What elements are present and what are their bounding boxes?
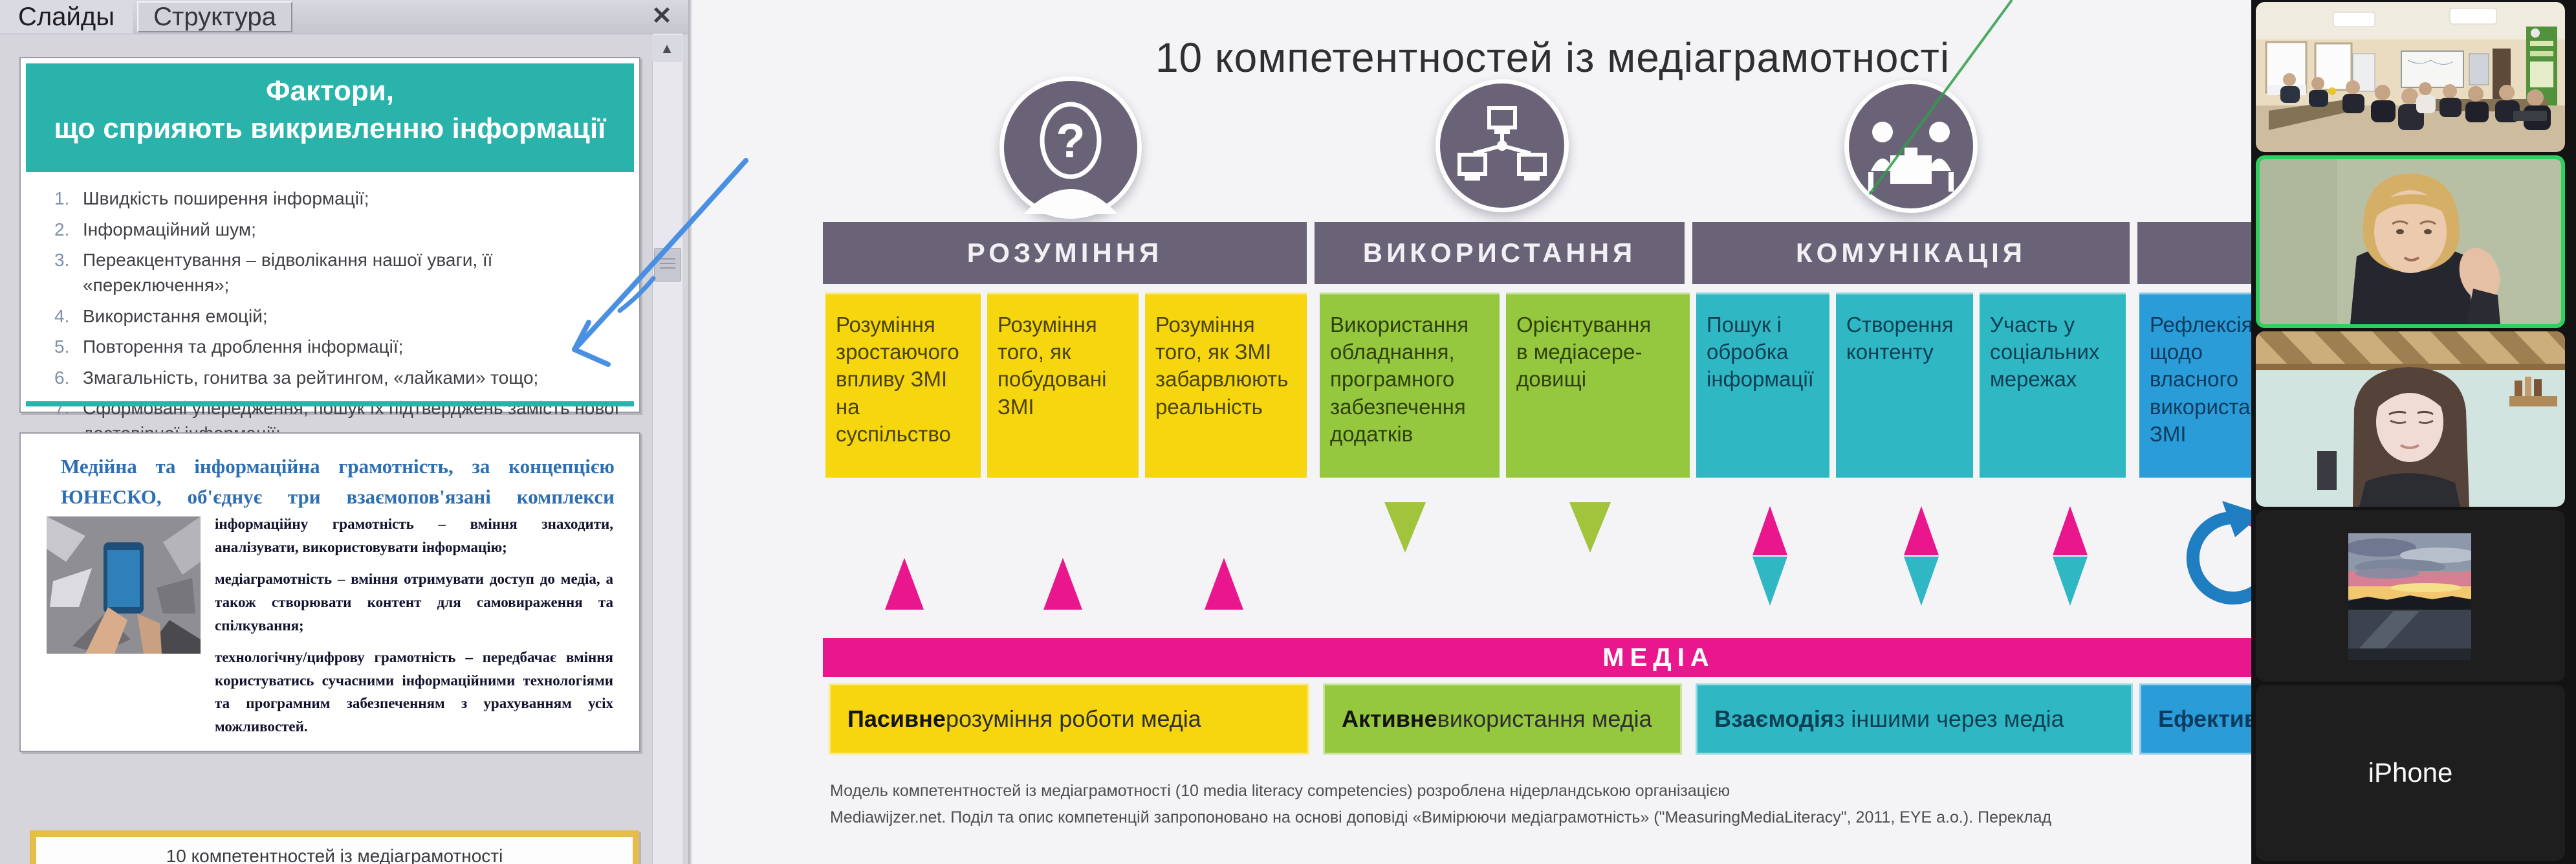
- competency-cell: Використання обладнання, програмного заб…: [1320, 293, 1500, 478]
- competency-cell: Розуміння того, як побудовані ЗМІ: [987, 293, 1139, 478]
- column-header-strategy: С: [2137, 222, 2251, 284]
- list-item: 6. Змагальність, гонитва за рейтингом, «л…: [54, 367, 539, 388]
- tab-structure[interactable]: Структура: [137, 1, 292, 32]
- column-header-communication: КОМУНІКАЦІЯ: [1692, 222, 2130, 284]
- green-down-triangle: [1384, 502, 1426, 553]
- usage-computers-network-icon: [1435, 79, 1569, 212]
- participant-video-sunset-avatar[interactable]: [2256, 510, 2565, 681]
- thumb2-paragraph: медіаграмотність – вміння отримувати дос…: [215, 571, 613, 634]
- slide-thumbnail-2[interactable]: Медійна та інформаційна грамотність, за …: [19, 432, 640, 752]
- teal-down-triangle: [1752, 557, 1787, 606]
- svg-text:?: ?: [1056, 114, 1085, 168]
- level-effective: Ефективне: [2139, 683, 2251, 755]
- panel-close-button[interactable]: ✕: [646, 0, 678, 31]
- thumb1-footer-bar: [26, 401, 634, 406]
- list-item: 2. Інформаційний шум;: [54, 219, 256, 239]
- competency-cell: Створення контенту: [1836, 293, 1973, 478]
- cycle-arrow-icon: [2186, 501, 2251, 605]
- hands-phone-photo: [47, 516, 201, 654]
- level-interaction: Взаємодія з іншими через медіа: [1696, 683, 2133, 755]
- competency-cell: Орієнтування в медіасере- довищі: [1506, 293, 1690, 478]
- competency-cell: Пошук і обробка інформації: [1696, 293, 1829, 478]
- thumb1-title-line2: що сприяють викривленню інформації: [54, 113, 606, 144]
- thumb1-title: Фактори, що сприяють викривленню інформа…: [26, 63, 634, 172]
- list-item: 4. Використання емоцій;: [54, 305, 268, 326]
- pink-up-triangle: [1205, 558, 1243, 610]
- pink-up-triangle: [1043, 558, 1082, 610]
- thumb3-title: 10 компетентностей із медіаграмотності: [166, 846, 503, 864]
- pink-up-triangle: [1904, 506, 1939, 555]
- competency-cell: Розуміння зростаючого впливу ЗМІ на сусп…: [825, 293, 981, 478]
- slides-panel: Слайды Структура ✕ Фактори, що сприяють …: [0, 0, 692, 864]
- slide-thumbnail-3-selected[interactable]: 10 компетентностей із медіаграмотності: [30, 830, 639, 864]
- caption-line2: Mediawijzer.net. Поділ та опис компетенц…: [830, 808, 2052, 826]
- media-band: МЕДІА: [823, 638, 2251, 677]
- video-sidebar: iPhone: [2251, 0, 2576, 864]
- competency-cell: Розуміння того, як ЗМІ забарвлюють реаль…: [1145, 293, 1307, 478]
- participant-video-classroom[interactable]: [2256, 2, 2565, 152]
- participant-video-looking-down[interactable]: [2256, 331, 2565, 507]
- slide-title: 10 компетентностей із медіаграмотності: [1155, 34, 1950, 81]
- level-active: Активне використання медіа: [1323, 683, 1682, 755]
- thumb2-body: інформаційну грамотність – вміння знаход…: [215, 513, 613, 748]
- column-header-understanding: РОЗУМІННЯ: [823, 222, 1307, 284]
- scrollbar-up-button[interactable]: ▲: [652, 35, 682, 62]
- close-icon: ✕: [651, 2, 672, 30]
- pink-up-triangle: [885, 558, 924, 610]
- competency-cell: Участь у соціальних мережах: [1980, 293, 2126, 478]
- pink-up-triangle: [2053, 506, 2088, 555]
- pink-up-triangle: [1752, 506, 1787, 555]
- participant-name-label: iPhone: [2368, 757, 2453, 788]
- caption-line1: Модель компетентностей із медіаграмотнос…: [830, 782, 1730, 800]
- thumb1-list: 1. Швидкість поширення інформації; 2. Інфо…: [54, 186, 622, 483]
- panel-scrollbar-thumb[interactable]: [654, 248, 681, 282]
- level-passive: Пасивне розуміння роботи медіа: [829, 683, 1309, 755]
- tab-slides[interactable]: Слайды: [0, 0, 133, 34]
- list-item: 1. Швидкість поширення інформації;: [54, 188, 369, 208]
- slide-thumbnail-1[interactable]: Фактори, що сприяють викривленню інформа…: [19, 57, 640, 474]
- understanding-person-icon: ?: [999, 76, 1142, 219]
- panel-scrollbar-track[interactable]: [652, 34, 682, 864]
- panel-divider[interactable]: [688, 0, 692, 864]
- thumb1-title-line1: Фактори,: [265, 75, 395, 107]
- thumb2-paragraph: інформаційну грамотність – вміння знаход…: [215, 516, 613, 555]
- competency-cell: Рефлексія щодо власного використання ЗМІ: [2139, 293, 2251, 478]
- list-item: 3. Переакцентування – відволікання нашої …: [54, 250, 493, 295]
- panel-tab-bar: Слайды Структура ✕: [0, 0, 692, 34]
- slide-caption: Модель компетентностей із медіаграмотнос…: [830, 778, 2250, 830]
- sunset-photo: [2345, 533, 2478, 660]
- teal-down-triangle: [1904, 557, 1939, 606]
- teal-down-triangle: [2053, 557, 2088, 606]
- participant-video-iphone[interactable]: iPhone: [2256, 685, 2565, 861]
- shared-slide-canvas: 10 компетентностей із медіаграмотності ?: [692, 0, 2251, 864]
- scroll-up-icon: ▲: [660, 40, 674, 56]
- thumb2-paragraph: технологічну/цифрову грамотність – перед…: [215, 649, 613, 735]
- communication-meeting-icon: [1844, 80, 1978, 213]
- participant-video-speaker[interactable]: [2256, 155, 2565, 328]
- column-header-usage: ВИКОРИСТАННЯ: [1315, 222, 1685, 284]
- green-down-triangle: [1569, 502, 1611, 553]
- list-item: 5. Повторення та дроблення інформації;: [54, 337, 404, 357]
